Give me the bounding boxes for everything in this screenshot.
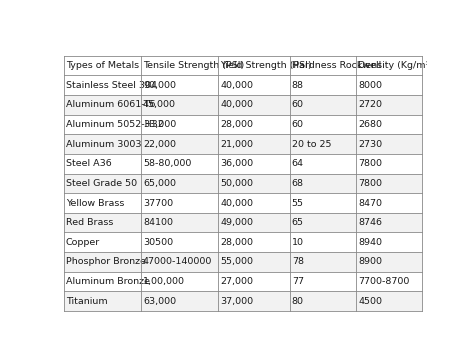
Text: 1,00,000: 1,00,000 [143,277,185,286]
Text: 77: 77 [292,277,304,286]
Text: 84100: 84100 [143,218,173,227]
Text: 8746: 8746 [358,218,382,227]
Text: 28,000: 28,000 [220,238,253,247]
Text: Density (Kg/m³): Density (Kg/m³) [358,61,433,70]
Text: 7800: 7800 [358,159,382,168]
Bar [64,272,422,291]
Text: 63,000: 63,000 [143,297,176,306]
Text: 28,000: 28,000 [220,120,253,129]
Text: 10: 10 [292,238,304,247]
Text: 37,000: 37,000 [220,297,253,306]
Text: 2680: 2680 [358,120,382,129]
Text: Titanium: Titanium [66,297,108,306]
Text: 55: 55 [292,198,304,208]
Text: 21,000: 21,000 [220,140,253,149]
Text: 80: 80 [292,297,304,306]
Text: 27,000: 27,000 [220,277,253,286]
Text: Yield Strength (PSI): Yield Strength (PSI) [220,61,312,70]
Text: Stainless Steel 304: Stainless Steel 304 [66,81,157,90]
Text: 22,000: 22,000 [143,140,176,149]
Text: 55,000: 55,000 [220,257,253,267]
Text: 88: 88 [292,81,304,90]
Bar [64,213,422,233]
Text: 68: 68 [292,179,304,188]
Text: 78: 78 [292,257,304,267]
Bar [64,95,422,115]
Bar [64,75,422,95]
Text: 20 to 25: 20 to 25 [292,140,331,149]
Text: 64: 64 [292,159,304,168]
Text: 50,000: 50,000 [220,179,253,188]
Bar [64,252,422,272]
Text: 45,000: 45,000 [143,100,176,109]
Text: 90,000: 90,000 [143,81,176,90]
Text: 40,000: 40,000 [220,81,253,90]
Text: 8900: 8900 [358,257,382,267]
Bar [64,134,422,154]
Text: 2730: 2730 [358,140,382,149]
Text: 65: 65 [292,218,304,227]
Text: 40,000: 40,000 [220,100,253,109]
Text: Phosphor Bronze: Phosphor Bronze [66,257,146,267]
Text: Aluminum 3003: Aluminum 3003 [66,140,141,149]
Text: 8470: 8470 [358,198,382,208]
Text: Tensile Strength (PSI): Tensile Strength (PSI) [143,61,244,70]
Text: Copper: Copper [66,238,100,247]
Text: Types of Metals: Types of Metals [66,61,139,70]
Text: 60: 60 [292,120,304,129]
Bar [64,174,422,193]
Text: Aluminum Bronze: Aluminum Bronze [66,277,150,286]
Bar [64,193,422,213]
Text: 40,000: 40,000 [220,198,253,208]
Text: 65,000: 65,000 [143,179,176,188]
Text: Aluminum 6061-T6: Aluminum 6061-T6 [66,100,155,109]
Bar [64,56,422,75]
Text: Aluminum 5052-H32: Aluminum 5052-H32 [66,120,164,129]
Text: Red Brass: Red Brass [66,218,113,227]
Text: 4500: 4500 [358,297,382,306]
Bar [64,233,422,252]
Text: 8940: 8940 [358,238,382,247]
Bar [64,154,422,174]
Text: 36,000: 36,000 [220,159,253,168]
Text: 33,000: 33,000 [143,120,176,129]
Text: Steel Grade 50: Steel Grade 50 [66,179,137,188]
Text: Steel A36: Steel A36 [66,159,111,168]
Text: 60: 60 [292,100,304,109]
Bar [64,115,422,134]
Text: 37700: 37700 [143,198,173,208]
Text: 7800: 7800 [358,179,382,188]
Bar [64,291,422,311]
Text: 2720: 2720 [358,100,382,109]
Text: 30500: 30500 [143,238,173,247]
Text: Yellow Brass: Yellow Brass [66,198,124,208]
Text: 8000: 8000 [358,81,382,90]
Text: 7700-8700: 7700-8700 [358,277,410,286]
Text: 49,000: 49,000 [220,218,253,227]
Text: Hardness Rockwell: Hardness Rockwell [292,61,381,70]
Text: 58-80,000: 58-80,000 [143,159,191,168]
Text: 47000-140000: 47000-140000 [143,257,212,267]
